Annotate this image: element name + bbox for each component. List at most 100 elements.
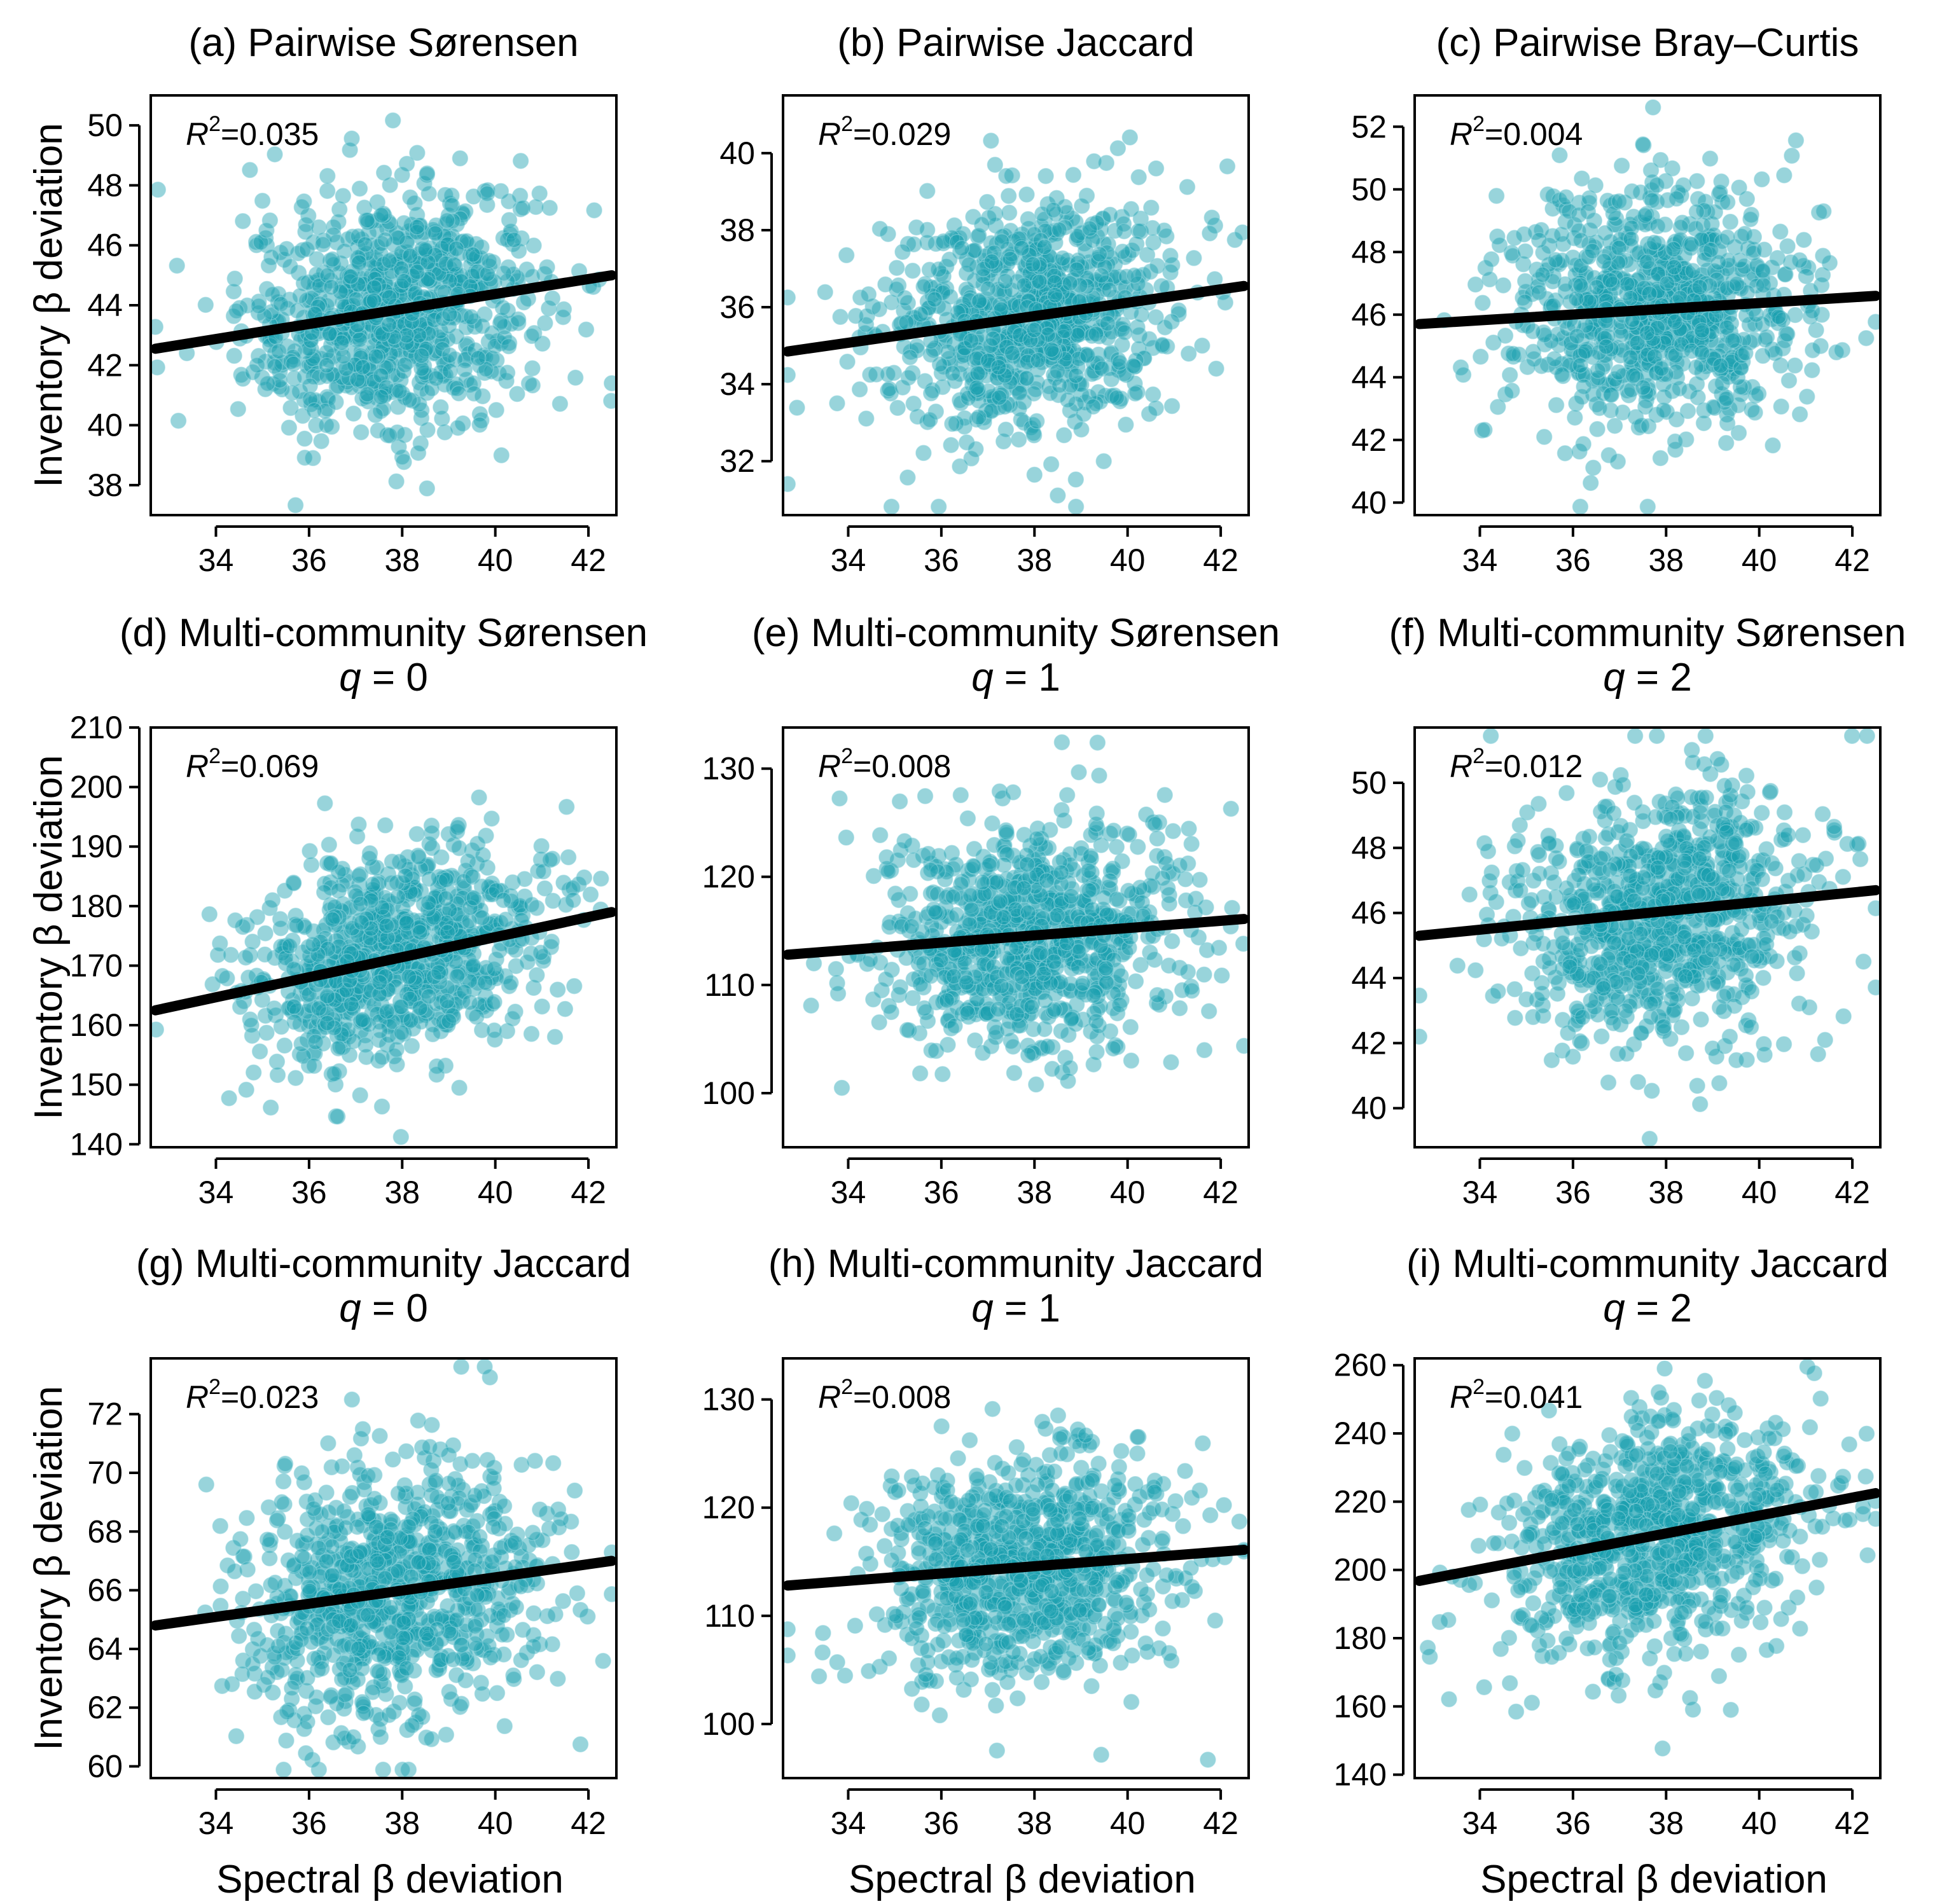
- data-point: [921, 261, 938, 279]
- data-point: [1590, 362, 1606, 379]
- data-point: [258, 1024, 275, 1041]
- data-point: [352, 424, 370, 441]
- data-point: [1753, 804, 1770, 821]
- data-point: [1572, 499, 1589, 515]
- data-point: [1177, 892, 1195, 909]
- data-point: [1791, 252, 1808, 268]
- data-point: [996, 367, 1013, 384]
- data-point: [980, 352, 997, 369]
- data-point: [496, 329, 513, 346]
- data-point: [1122, 1019, 1139, 1035]
- data-point: [313, 432, 329, 450]
- data-point: [1595, 273, 1611, 290]
- data-point: [1088, 395, 1104, 411]
- data-point: [1015, 880, 1032, 897]
- data-point: [1858, 329, 1875, 347]
- data-point: [1772, 223, 1789, 240]
- data-point: [1183, 836, 1200, 852]
- data-point: [466, 890, 482, 907]
- data-point: [282, 258, 298, 275]
- data-point: [980, 972, 996, 989]
- data-point: [378, 1003, 395, 1020]
- data-point: [1688, 359, 1705, 376]
- data-point: [406, 970, 423, 986]
- data-point: [1639, 347, 1656, 363]
- data-point: [527, 198, 544, 216]
- data-point: [1114, 853, 1130, 869]
- data-point: [1729, 369, 1746, 386]
- data-point: [441, 1013, 457, 1030]
- data-point: [971, 227, 987, 244]
- data-point: [998, 338, 1015, 355]
- data-point: [1053, 1023, 1070, 1040]
- scatter-points: [1436, 99, 1880, 515]
- data-point: [1641, 286, 1658, 302]
- data-point: [995, 909, 1012, 925]
- data-point: [1002, 397, 1019, 413]
- r-squared-value: =0.069: [221, 748, 319, 784]
- data-point: [1162, 247, 1179, 265]
- data-point: [962, 887, 979, 904]
- data-point: [525, 979, 542, 997]
- data-point: [1130, 838, 1146, 855]
- data-point: [410, 445, 427, 461]
- data-point: [1712, 357, 1729, 374]
- data-point: [1060, 1073, 1076, 1089]
- data-point: [965, 857, 981, 874]
- data-point: [499, 364, 516, 381]
- data-point: [1702, 277, 1718, 294]
- data-point: [901, 885, 919, 902]
- data-point: [956, 955, 973, 971]
- data-point: [423, 380, 440, 397]
- data-point: [1588, 279, 1605, 296]
- data-point: [1108, 389, 1125, 406]
- data-point: [1664, 160, 1681, 177]
- data-point: [1773, 398, 1789, 415]
- data-point: [954, 240, 970, 257]
- data-point: [343, 996, 360, 1012]
- data-point: [1834, 869, 1852, 885]
- data-point: [1109, 351, 1127, 368]
- data-point: [281, 937, 298, 955]
- data-point: [484, 996, 501, 1012]
- data-point: [1023, 998, 1040, 1016]
- data-point: [994, 233, 1010, 250]
- data-point: [201, 906, 218, 923]
- data-point: [373, 367, 389, 384]
- data-point: [388, 874, 405, 891]
- data-point: [1770, 308, 1787, 325]
- data-point: [1085, 987, 1102, 1004]
- data-point: [284, 992, 302, 1009]
- data-point: [963, 901, 980, 918]
- data-point: [803, 997, 819, 1014]
- data-point: [529, 899, 545, 916]
- data-point: [1080, 862, 1097, 879]
- data-point: [380, 316, 398, 333]
- data-point: [1673, 336, 1690, 353]
- data-point: [1202, 225, 1218, 242]
- data-point: [1732, 378, 1749, 396]
- data-point: [259, 375, 276, 392]
- data-point: [519, 953, 536, 970]
- data-point: [383, 874, 399, 891]
- data-point: [950, 304, 966, 321]
- data-point: [1046, 274, 1063, 291]
- data-point: [1516, 293, 1533, 310]
- r-exponent: 2: [841, 112, 853, 136]
- data-point: [348, 887, 364, 904]
- data-point: [393, 1024, 410, 1041]
- data-point: [394, 449, 411, 466]
- data-point: [1047, 369, 1064, 386]
- data-point: [1628, 319, 1645, 336]
- data-point: [878, 971, 894, 988]
- data-point: [1646, 234, 1663, 251]
- data-point: [363, 920, 380, 937]
- data-point: [1223, 801, 1239, 817]
- data-point: [378, 918, 395, 934]
- data-point: [462, 899, 479, 916]
- data-point: [1472, 348, 1489, 365]
- data-point: [1180, 345, 1197, 362]
- data-point: [1158, 855, 1175, 872]
- data-point: [944, 415, 961, 432]
